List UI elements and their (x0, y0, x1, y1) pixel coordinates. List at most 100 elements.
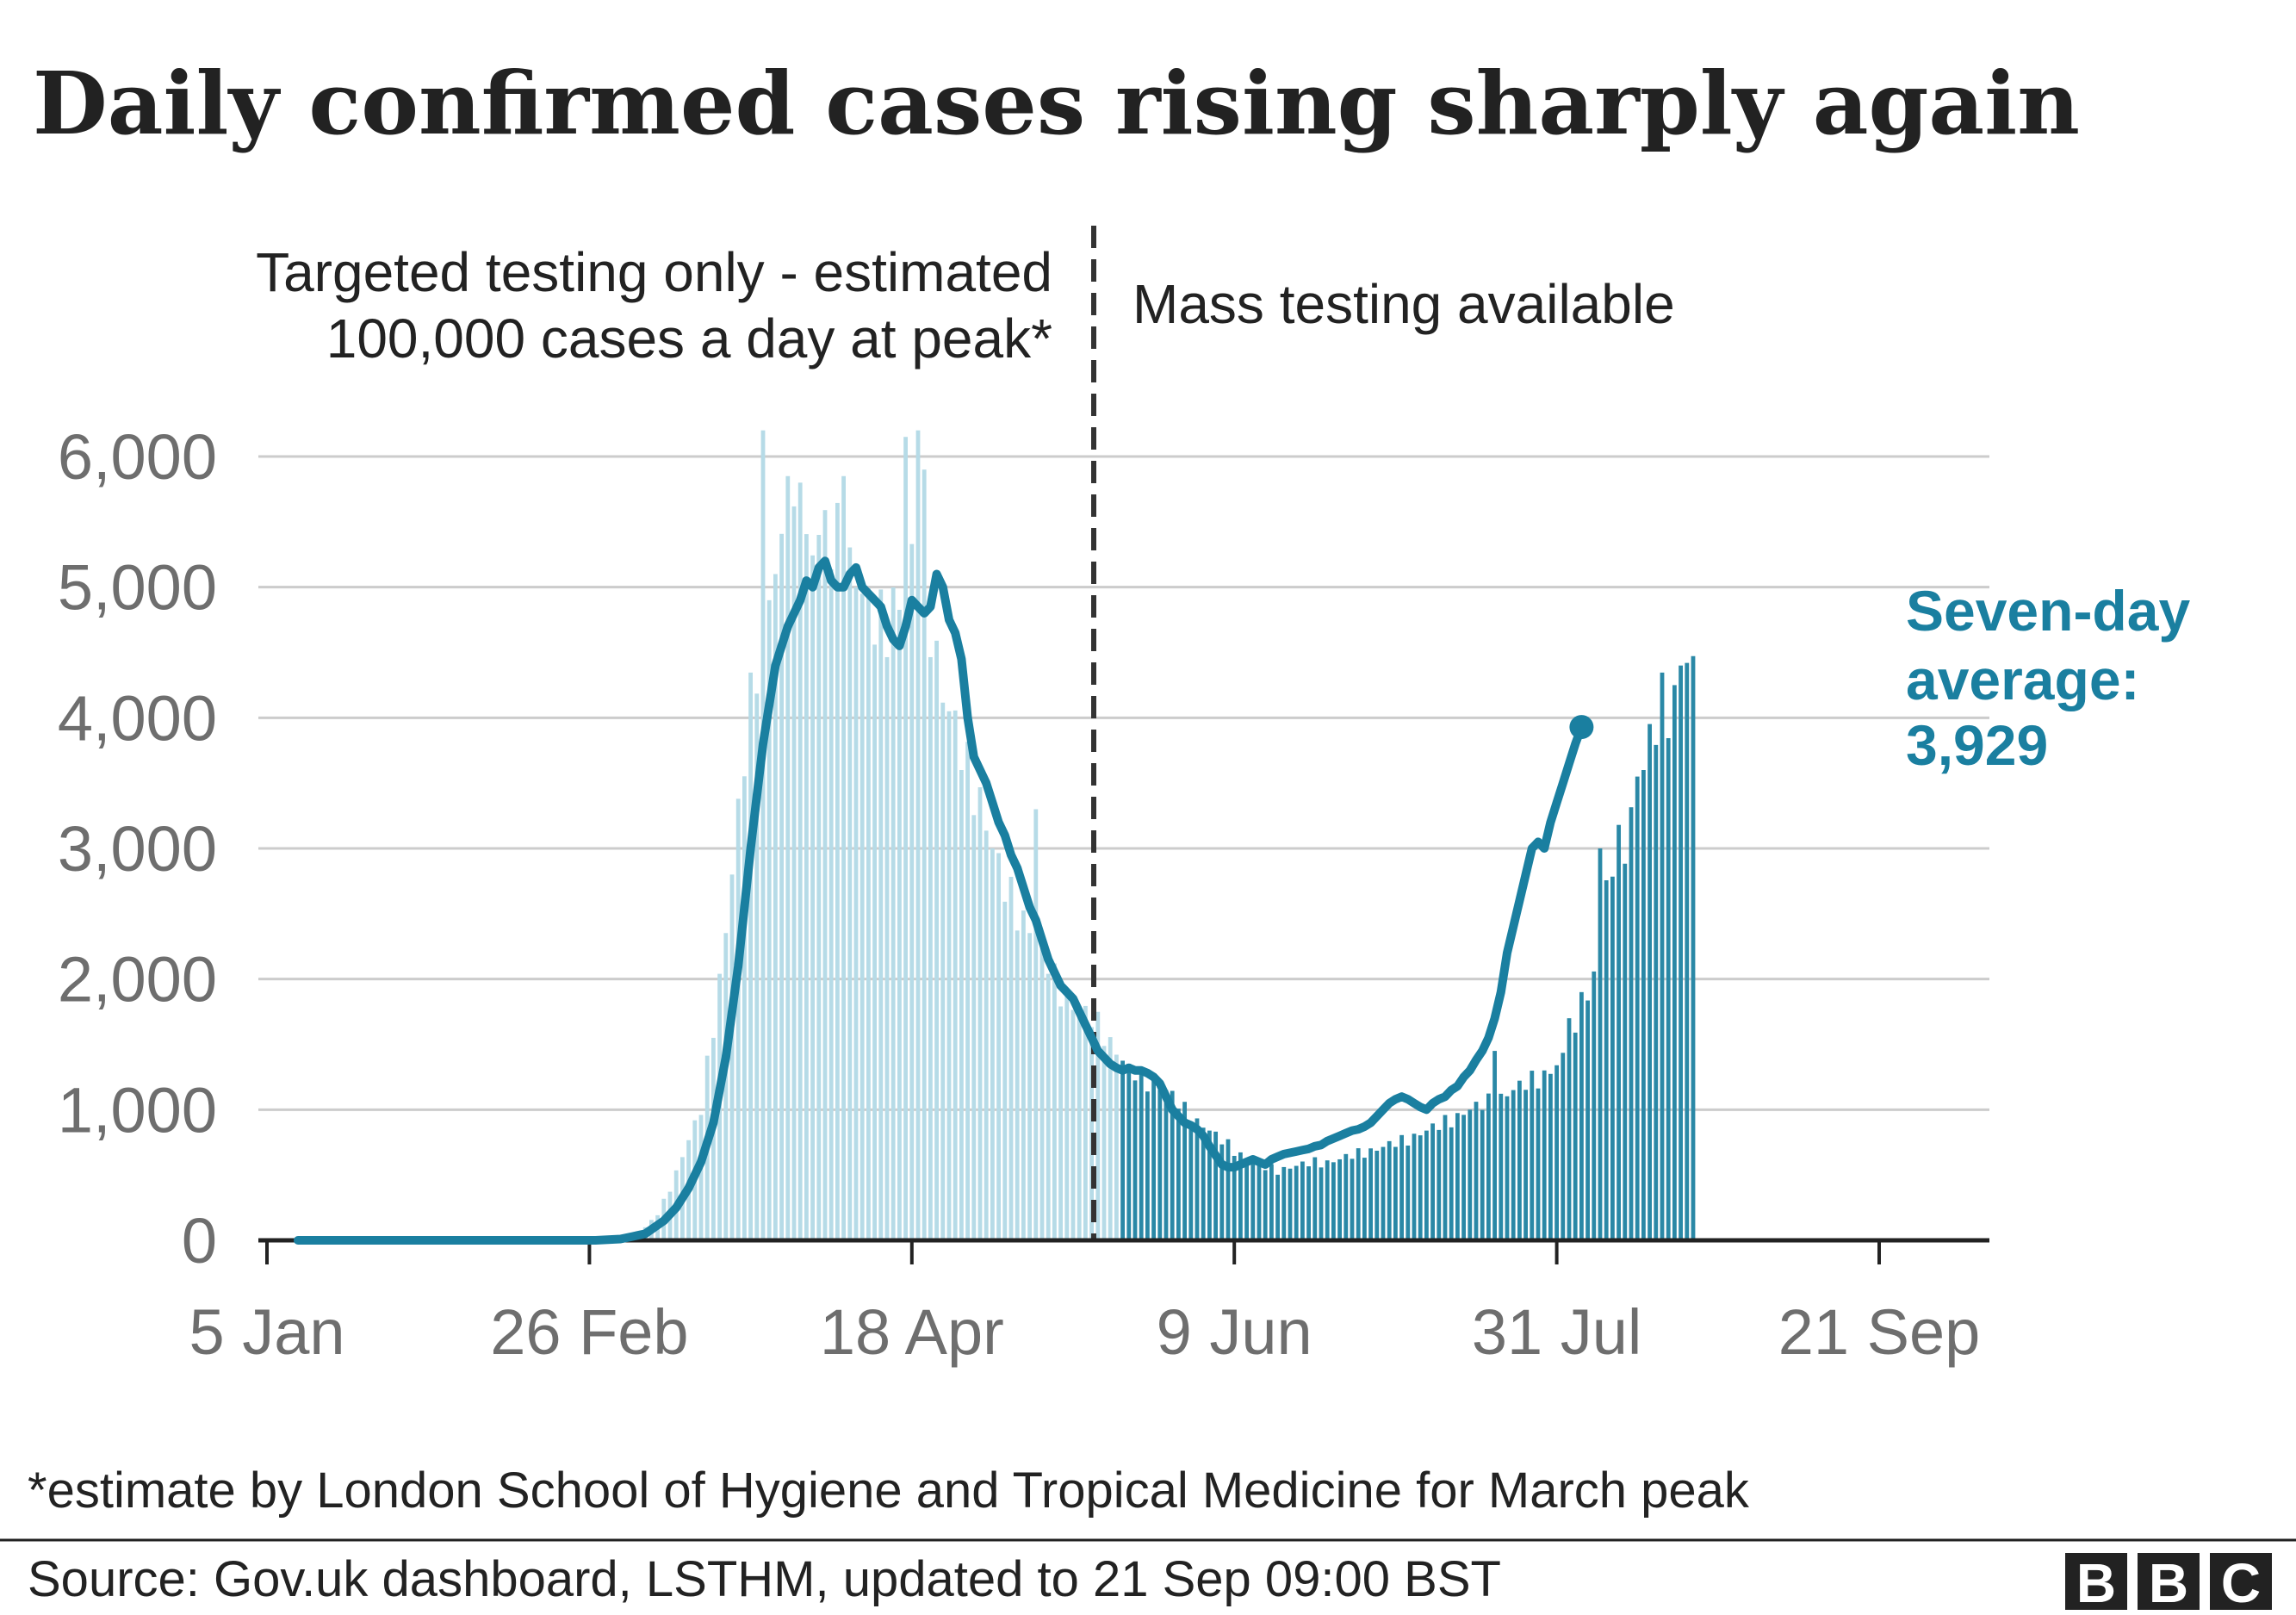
bar (1077, 1011, 1082, 1240)
bar (1176, 1109, 1181, 1240)
bar (1015, 930, 1020, 1240)
avg-label-line-2: average: (1906, 648, 2140, 711)
bar (953, 710, 958, 1240)
bar (1300, 1161, 1305, 1240)
bar (1629, 807, 1634, 1240)
bar (946, 711, 952, 1240)
bar (1418, 1135, 1423, 1240)
bar (934, 640, 939, 1240)
bar (1455, 1113, 1460, 1240)
x-tick-label: 31 Jul (1472, 1296, 1641, 1368)
y-tick-label: 1,000 (58, 1074, 217, 1146)
bar (1263, 1170, 1268, 1240)
annotation-targeted-line-1: Targeted testing only - estimated (256, 241, 1052, 303)
bar (698, 1115, 704, 1240)
bar (1617, 824, 1621, 1240)
bar (1592, 971, 1597, 1240)
bar (1008, 876, 1014, 1240)
footnote: *estimate by London School of Hygiene an… (28, 1463, 1750, 1519)
bar (711, 1037, 716, 1240)
bar (1461, 1115, 1466, 1240)
bar (1561, 1053, 1566, 1240)
y-tick-label: 4,000 (58, 682, 217, 754)
bar (779, 533, 784, 1240)
bar (1145, 1091, 1150, 1240)
avg-label-line-1: Seven-day (1906, 579, 2190, 643)
daily-bars (599, 430, 1696, 1241)
bar (1530, 1071, 1535, 1240)
bar (1679, 665, 1683, 1240)
x-tick-label: 9 Jun (1157, 1296, 1312, 1368)
bar (1151, 1080, 1156, 1240)
bar (1368, 1148, 1373, 1240)
bar (828, 569, 834, 1240)
bar (1362, 1158, 1367, 1240)
y-tick-label: 6,000 (58, 421, 217, 493)
bar (1058, 1006, 1063, 1240)
bar (822, 510, 828, 1240)
bar (1374, 1150, 1380, 1240)
bar (965, 742, 970, 1240)
bar (1393, 1146, 1398, 1240)
x-tick-label: 26 Feb (490, 1296, 688, 1368)
seven-day-average-endpoint (1569, 715, 1594, 740)
bar (928, 656, 933, 1240)
bar (1002, 901, 1008, 1240)
bar (1474, 1102, 1479, 1240)
bar (847, 547, 853, 1240)
bar (1381, 1146, 1386, 1240)
bar (1406, 1145, 1411, 1240)
bar (890, 587, 896, 1240)
bar (1536, 1088, 1541, 1240)
bar (773, 574, 778, 1240)
bar (1052, 963, 1057, 1240)
bar (1070, 1009, 1076, 1240)
bar (1604, 880, 1609, 1240)
bar (1095, 1011, 1101, 1240)
bar (1101, 1046, 1107, 1240)
bar (1685, 662, 1690, 1240)
bar (1648, 724, 1652, 1240)
bar (1573, 1032, 1578, 1240)
bar (1021, 910, 1026, 1240)
bar (1331, 1162, 1336, 1240)
bar (1306, 1166, 1311, 1240)
bar (1083, 1005, 1088, 1240)
bar (1387, 1140, 1392, 1240)
bar (735, 798, 741, 1240)
bbc-logo: B B C (2065, 1552, 2272, 1614)
bar (1108, 1037, 1113, 1240)
x-tick-label: 21 Sep (1778, 1296, 1981, 1368)
bar (1356, 1148, 1361, 1240)
bar (1424, 1130, 1429, 1240)
bar (729, 874, 735, 1240)
bar (1499, 1093, 1504, 1240)
bar (1139, 1067, 1144, 1240)
svg-text:B: B (2149, 1552, 2188, 1614)
bar (1325, 1160, 1330, 1240)
bar (1126, 1063, 1132, 1240)
bar (1480, 1109, 1485, 1240)
bar (1201, 1127, 1206, 1240)
bar (1437, 1129, 1442, 1240)
bar (797, 482, 803, 1240)
bar (1430, 1123, 1435, 1240)
bar (1343, 1153, 1349, 1240)
bar (1443, 1115, 1448, 1240)
bar (1598, 848, 1603, 1240)
y-tick-label: 5,000 (58, 552, 217, 624)
bar (1691, 655, 1696, 1240)
bar (1257, 1161, 1262, 1240)
x-tick-label: 18 Apr (820, 1296, 1004, 1368)
bar (959, 770, 964, 1240)
y-tick-label: 2,000 (58, 944, 217, 1016)
bar (791, 506, 797, 1240)
bar (984, 830, 989, 1240)
bar (1554, 1065, 1559, 1240)
gridlines (258, 455, 1989, 1111)
bar (915, 430, 921, 1241)
bar (1046, 973, 1051, 1240)
bar (1511, 1090, 1516, 1240)
bar (804, 534, 809, 1240)
bar (872, 644, 877, 1240)
